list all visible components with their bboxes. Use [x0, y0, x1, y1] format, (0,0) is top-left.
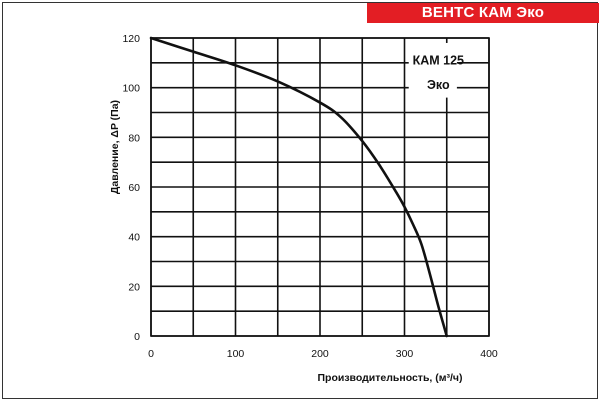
y-tick-label: 60	[128, 182, 140, 194]
y-tick-label: 20	[128, 281, 140, 293]
y-tick-labels: 0 20 40 60 80 100 120	[122, 33, 140, 343]
y-tick-label: 0	[134, 331, 140, 343]
plot-border	[150, 37, 490, 337]
curves	[149, 36, 449, 338]
x-tick-label: 0	[148, 348, 154, 360]
series-label-line1: КАМ 125	[413, 53, 464, 67]
series-label-box	[408, 42, 457, 98]
x-tick-label: 300	[396, 348, 414, 360]
series-line	[149, 36, 449, 338]
y-axis-title: Давление, ΔP (Па)	[109, 100, 121, 194]
series-label-line2: Эко	[427, 78, 450, 92]
chart-frame	[2, 2, 598, 399]
x-tick-label: 400	[480, 348, 498, 360]
y-tick-label: 100	[122, 83, 140, 95]
x-tick-label: 100	[227, 348, 245, 360]
y-tick-label: 120	[122, 33, 140, 45]
x-tick-labels: 0 100 200 300 400	[148, 348, 498, 360]
chart-title-banner: ВЕНТС КАМ Эко	[367, 3, 599, 23]
x-axis-title: Производительность, (м³/ч)	[317, 372, 462, 384]
y-tick-label: 80	[128, 132, 140, 144]
x-tick-label: 200	[311, 348, 329, 360]
y-tick-label: 40	[128, 232, 140, 244]
